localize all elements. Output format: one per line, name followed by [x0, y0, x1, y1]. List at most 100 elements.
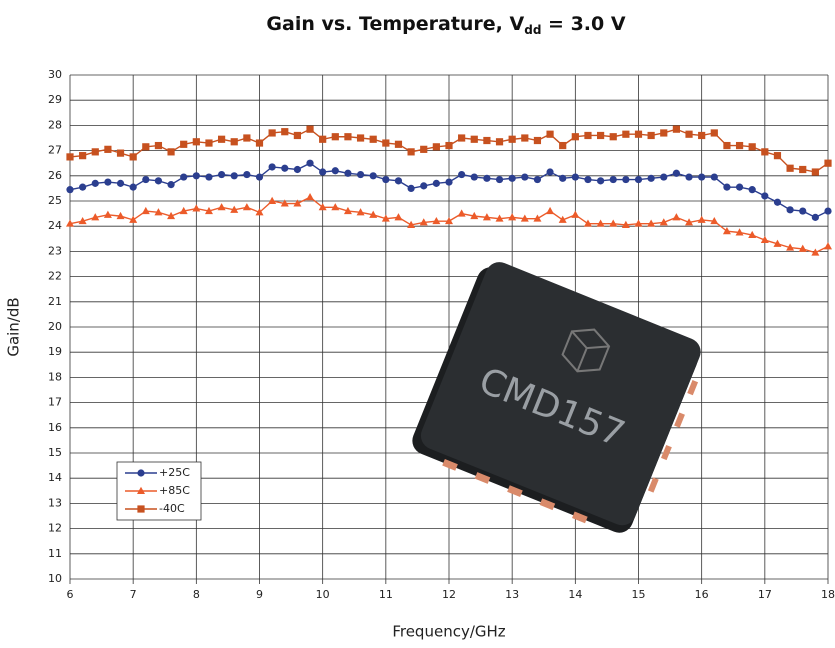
marker [432, 216, 441, 225]
marker [319, 135, 327, 143]
legend-label: +85C [159, 484, 190, 497]
y-tick-label: 14 [48, 471, 62, 484]
y-tick-label: 20 [48, 320, 62, 333]
x-tick-label: 6 [67, 588, 74, 601]
marker [811, 248, 820, 256]
marker [722, 227, 731, 235]
marker [255, 173, 264, 181]
marker [533, 214, 542, 222]
marker [458, 134, 466, 142]
series [66, 125, 832, 176]
marker [748, 230, 757, 239]
marker [204, 206, 213, 215]
marker [470, 135, 478, 143]
marker [66, 186, 74, 194]
marker [495, 138, 504, 146]
marker [634, 130, 643, 138]
marker [180, 173, 188, 181]
marker [559, 174, 567, 182]
marker [457, 209, 466, 217]
marker [369, 135, 377, 143]
y-tick-label: 24 [48, 219, 62, 232]
marker [723, 183, 731, 191]
y-tick-label: 27 [48, 144, 62, 157]
marker [445, 216, 453, 225]
marker [520, 214, 529, 222]
marker [407, 184, 415, 192]
marker [508, 174, 516, 182]
legend-box [116, 461, 202, 521]
marker [382, 139, 390, 147]
marker [104, 178, 112, 186]
marker [773, 239, 782, 247]
marker [420, 145, 428, 153]
marker [243, 170, 251, 179]
marker [218, 135, 226, 143]
marker [571, 210, 580, 218]
y-tick-label: 13 [48, 496, 62, 509]
marker [697, 215, 706, 223]
marker [735, 183, 744, 191]
legend-label: +25C [159, 466, 190, 479]
marker [192, 204, 201, 212]
marker [798, 244, 807, 252]
legend: +25C +85C -40C [116, 461, 202, 521]
marker [698, 173, 706, 181]
x-tick-label: 7 [130, 588, 137, 601]
marker [710, 216, 719, 225]
marker [483, 136, 491, 145]
marker [584, 175, 592, 184]
marker [786, 243, 795, 251]
marker [205, 173, 213, 181]
marker [760, 235, 769, 244]
marker [230, 172, 238, 180]
y-tick-label: 23 [48, 244, 62, 257]
marker [394, 177, 403, 185]
marker [129, 183, 137, 191]
marker [230, 138, 238, 146]
marker [672, 169, 681, 177]
title-subscript: dd [524, 23, 541, 37]
marker [78, 216, 87, 225]
marker [571, 133, 579, 141]
marker [154, 177, 163, 185]
marker [344, 169, 352, 177]
marker [546, 130, 554, 138]
y-tick-label: 22 [48, 270, 62, 283]
marker [597, 177, 605, 185]
marker [470, 211, 479, 220]
marker [811, 168, 819, 176]
marker [508, 135, 516, 143]
marker [483, 174, 491, 182]
marker [319, 168, 327, 176]
marker [685, 218, 694, 226]
marker [242, 203, 251, 211]
marker [773, 198, 782, 206]
marker [192, 172, 200, 180]
marker [179, 206, 188, 215]
marker [622, 175, 630, 184]
marker [571, 173, 579, 181]
marker [394, 213, 403, 221]
marker [268, 163, 276, 171]
marker [306, 159, 314, 167]
marker [482, 213, 491, 221]
marker [116, 211, 125, 220]
marker [799, 207, 807, 215]
chip-pads [442, 380, 699, 524]
marker [609, 175, 617, 184]
marker [137, 505, 145, 513]
series [66, 159, 832, 221]
marker [685, 173, 693, 181]
marker [116, 149, 125, 157]
marker [470, 173, 478, 181]
x-axis-label: Frequency/GHz [392, 623, 505, 641]
marker [521, 173, 529, 181]
marker [621, 220, 630, 228]
marker [546, 168, 554, 176]
marker [192, 138, 200, 146]
marker [546, 206, 555, 215]
chip-top [420, 262, 701, 526]
marker [356, 208, 365, 216]
